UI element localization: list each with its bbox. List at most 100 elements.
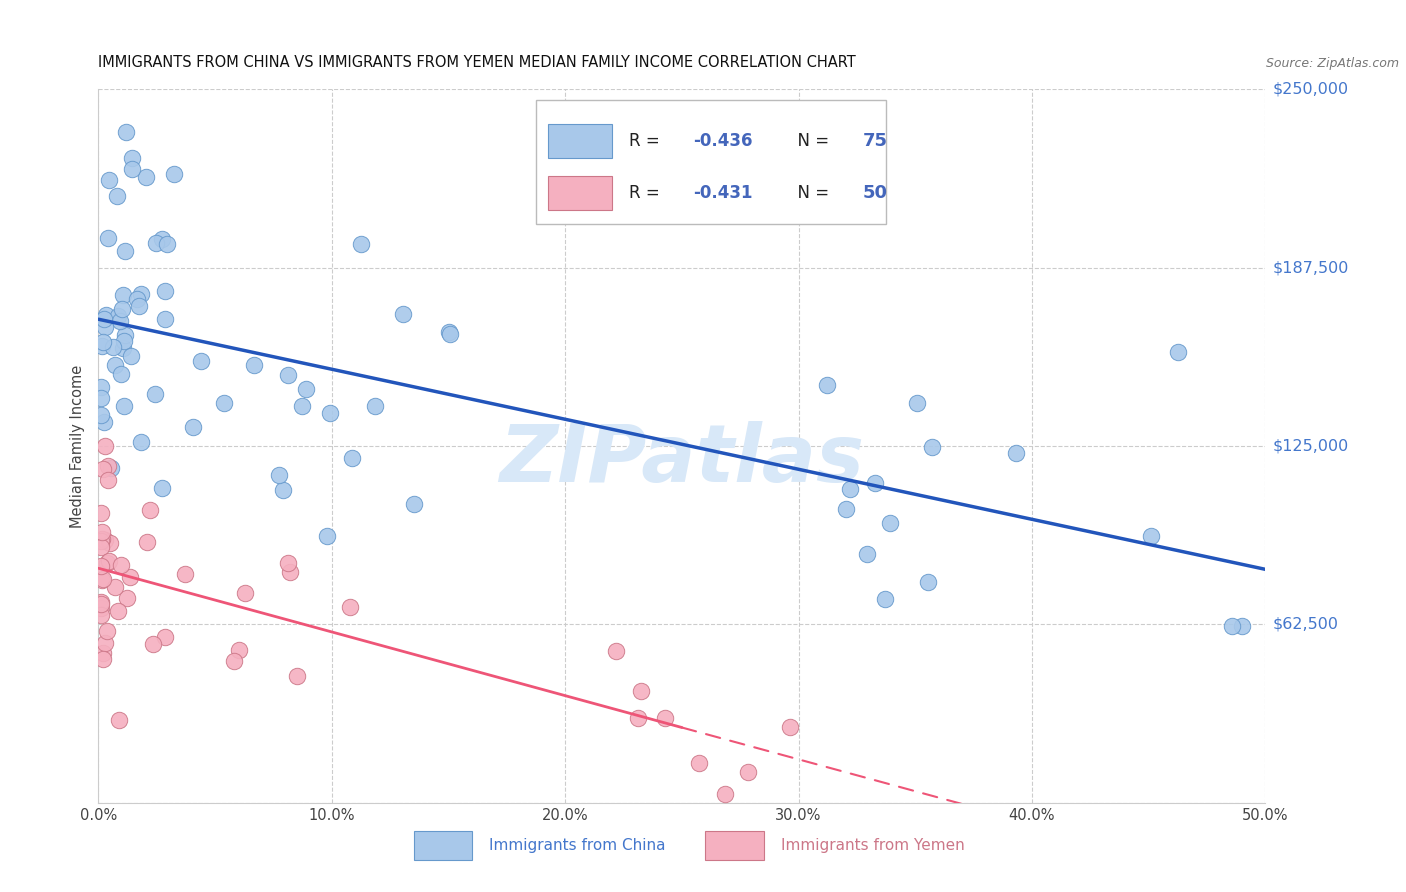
Point [285, 669, 308, 683]
Point [1220, 619, 1243, 633]
Point [91, 652, 114, 666]
Point [190, 353, 212, 368]
Point [94, 439, 117, 453]
Point [93, 312, 115, 326]
Point [364, 400, 387, 414]
Point [93, 533, 115, 548]
Point [90, 391, 112, 405]
Point [271, 483, 294, 497]
Point [90, 506, 112, 520]
Point [129, 287, 152, 301]
FancyBboxPatch shape [536, 100, 886, 224]
Point [404, 497, 426, 511]
Point [104, 580, 127, 594]
Point [340, 450, 363, 465]
Point [90, 408, 112, 422]
Point [90, 598, 112, 612]
Point [654, 711, 676, 725]
Point [145, 235, 167, 250]
Point [114, 244, 136, 258]
Point [120, 349, 142, 363]
Point [779, 720, 801, 734]
Point [90, 608, 112, 623]
Point [294, 382, 316, 396]
Point [815, 378, 838, 392]
Text: -0.436: -0.436 [693, 132, 754, 150]
Point [97, 473, 120, 487]
Point [97, 172, 120, 186]
Point [110, 367, 132, 381]
Point [96, 624, 118, 638]
Point [90, 380, 112, 394]
Text: N =: N = [787, 184, 834, 202]
Point [714, 787, 737, 801]
Point [233, 586, 256, 600]
FancyBboxPatch shape [413, 831, 472, 860]
Point [125, 292, 148, 306]
Y-axis label: Median Family Income: Median Family Income [70, 364, 86, 528]
Point [143, 386, 166, 401]
Point [917, 574, 939, 589]
Text: R =: R = [630, 132, 665, 150]
Point [153, 631, 176, 645]
Point [94, 308, 117, 322]
Point [222, 654, 245, 668]
Point [121, 152, 143, 166]
Point [174, 566, 197, 581]
Text: $125,000: $125,000 [1272, 439, 1348, 453]
Text: Source: ZipAtlas.com: Source: ZipAtlas.com [1265, 56, 1399, 70]
Point [156, 236, 179, 251]
Point [129, 434, 152, 449]
Point [90, 524, 112, 539]
Point [688, 756, 710, 770]
Point [110, 301, 132, 316]
Text: N =: N = [787, 132, 834, 150]
Point [150, 231, 173, 245]
Point [291, 399, 314, 413]
Point [139, 503, 162, 517]
Text: $62,500: $62,500 [1272, 617, 1339, 632]
Point [277, 556, 299, 570]
Point [112, 400, 135, 414]
Text: ZIPatlas: ZIPatlas [499, 421, 865, 500]
Point [277, 368, 299, 383]
Point [107, 604, 129, 618]
Point [107, 309, 129, 323]
Text: IMMIGRANTS FROM CHINA VS IMMIGRANTS FROM YEMEN MEDIAN FAMILY INCOME CORRELATION : IMMIGRANTS FROM CHINA VS IMMIGRANTS FROM… [98, 54, 856, 70]
Point [93, 416, 115, 430]
Point [91, 573, 114, 587]
Point [91, 572, 114, 586]
Point [280, 565, 302, 579]
Point [90, 600, 112, 615]
Point [269, 468, 291, 483]
Point [90, 595, 112, 609]
Text: Immigrants from Yemen: Immigrants from Yemen [782, 838, 965, 853]
Point [391, 307, 413, 321]
Text: R =: R = [630, 184, 665, 202]
Text: 75: 75 [863, 132, 887, 150]
Point [339, 599, 361, 614]
Point [105, 188, 128, 202]
Point [873, 592, 896, 607]
Point [737, 765, 759, 780]
Point [90, 558, 112, 573]
Point [110, 314, 132, 328]
Point [228, 643, 250, 657]
Point [121, 162, 143, 177]
Text: $250,000: $250,000 [1272, 82, 1348, 96]
Point [605, 644, 627, 658]
Point [120, 570, 142, 584]
Point [905, 396, 928, 410]
Point [114, 125, 136, 139]
Point [96, 557, 118, 571]
Point [90, 534, 112, 549]
Point [1167, 344, 1189, 359]
Point [1140, 529, 1163, 543]
Point [93, 462, 115, 476]
Point [90, 339, 112, 353]
Point [856, 548, 879, 562]
Point [627, 711, 650, 725]
FancyBboxPatch shape [706, 831, 763, 860]
Point [879, 516, 901, 530]
Point [104, 359, 127, 373]
